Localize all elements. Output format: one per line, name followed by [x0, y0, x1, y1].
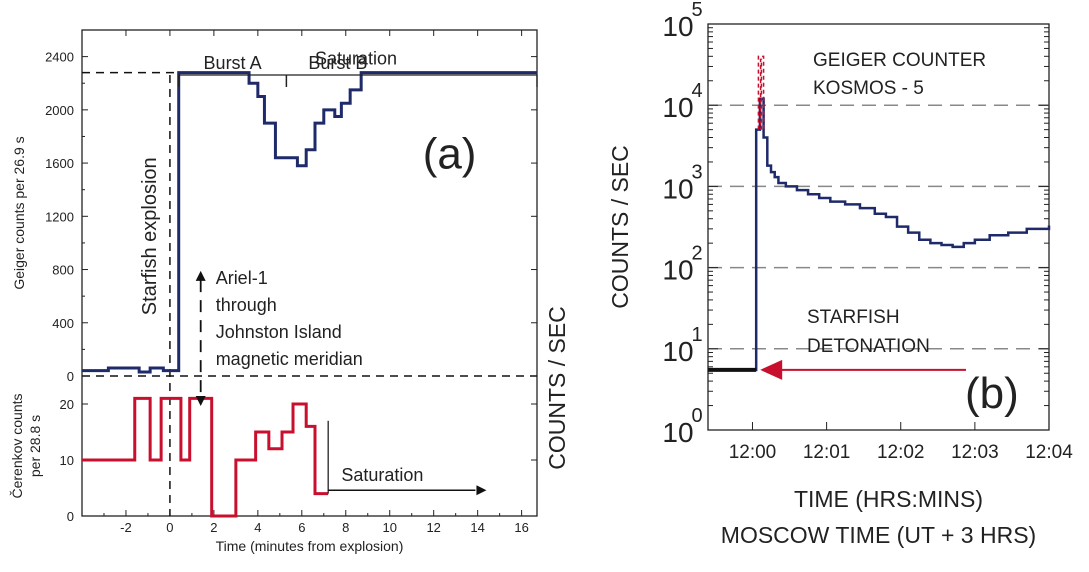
saturation-estimate-dashed [757, 55, 765, 130]
upper-saturation-label: Saturation [315, 49, 397, 69]
y-tick-label-b-exp: 1 [691, 324, 702, 346]
detonation-label-1: STARFISH [807, 307, 900, 328]
saturation-estimate-dashed-inner [759, 58, 763, 130]
y-tick-label-lower: 20 [60, 397, 74, 412]
y-tick-label-b-exp: 3 [691, 161, 702, 183]
panel-label-a: (a) [423, 129, 477, 178]
x-tick-label-b: 12:03 [951, 442, 999, 463]
x-tick-label-a: 16 [514, 520, 528, 535]
cerenkov-series-line [82, 396, 329, 518]
x-axis-label-a: Time (minutes from explosion) [216, 538, 404, 554]
x-axis-label-b-1: TIME (HRS:MINS) [794, 486, 983, 512]
y-axis-label-lower-1: Čerenkov counts [9, 393, 25, 498]
detonation-arrowhead [760, 359, 783, 380]
x-tick-label-b: 12:04 [1025, 442, 1073, 463]
y-tick-label-b: 10 [662, 417, 693, 448]
x-tick-label-a: 10 [382, 520, 396, 535]
x-tick-label-a: -2 [120, 520, 132, 535]
y-tick-label-b-exp: 0 [691, 405, 702, 427]
panel-b-title-1: GEIGER COUNTER [813, 50, 986, 71]
y-tick-label-b: 10 [662, 255, 693, 286]
y-tick-label-upper: 2000 [45, 103, 74, 118]
ariel-arrowhead-down [195, 396, 206, 406]
y-tick-label-b-exp: 5 [691, 0, 702, 21]
geiger-series-line [82, 71, 537, 374]
x-axis-label-b-2: MOSCOW TIME (UT + 3 HRS) [721, 522, 1036, 548]
ariel-annotation-line: Ariel-1 [216, 268, 268, 288]
panel-label-b: (b) [965, 369, 1019, 418]
detonation-label-2: DETONATION [807, 336, 930, 357]
y-tick-label-b: 10 [662, 11, 693, 42]
y-axis-label-lower-2: per 28.8 s [27, 415, 43, 477]
y-tick-label-upper: 800 [52, 263, 74, 278]
x-tick-label-b: 12:01 [803, 442, 851, 463]
x-tick-label-a: 12 [426, 520, 440, 535]
x-tick-label-a: 4 [254, 520, 261, 535]
starfish-explosion-label: Starfish explosion [139, 157, 161, 315]
y-tick-label-lower: 10 [60, 453, 74, 468]
x-tick-label-b: 12:02 [877, 442, 925, 463]
panel-b-title-2: KOSMOS - 5 [813, 78, 924, 99]
y-tick-label-upper: 1200 [45, 209, 74, 224]
ariel-annotation-line: magnetic meridian [216, 349, 363, 369]
ariel-arrowhead-up [195, 270, 206, 281]
panel-a-frame [81, 29, 538, 517]
x-tick-label-a: 0 [166, 520, 173, 535]
lower-saturation-arrowhead [476, 485, 487, 496]
ariel-annotation-line: through [216, 295, 277, 315]
y-tick-label-b-exp: 2 [691, 243, 702, 265]
ariel-annotation-line: Johnston Island [216, 322, 342, 342]
y-tick-label-upper: 2400 [45, 50, 74, 65]
y-tick-label-lower: 0 [67, 509, 74, 524]
y-tick-label-b: 10 [662, 173, 693, 204]
burst-label: Burst B [308, 53, 367, 73]
burst-label: Burst A [204, 53, 262, 73]
y-axis-label-b: COUNTS / SEC [607, 145, 633, 309]
x-tick-label-b: 12:00 [729, 442, 777, 463]
y-tick-label-upper: 0 [67, 369, 74, 384]
x-tick-label-a: 14 [470, 520, 484, 535]
y-axis-label-upper: Geiger counts per 26.9 s [11, 136, 27, 289]
y-tick-label-upper: 1600 [45, 156, 74, 171]
x-tick-label-a: 6 [298, 520, 305, 535]
y-tick-label-b: 10 [662, 92, 693, 123]
y-tick-label-b: 10 [662, 336, 693, 367]
right-axis-label-a: COUNTS / SEC [544, 306, 570, 470]
lower-saturation-label: Saturation [341, 465, 423, 485]
geiger-kosmos-series-line [708, 97, 1051, 372]
y-tick-label-upper: 400 [52, 316, 74, 331]
x-tick-label-a: 2 [210, 520, 217, 535]
x-tick-label-a: 8 [342, 520, 349, 535]
y-tick-label-b-exp: 4 [691, 80, 702, 102]
